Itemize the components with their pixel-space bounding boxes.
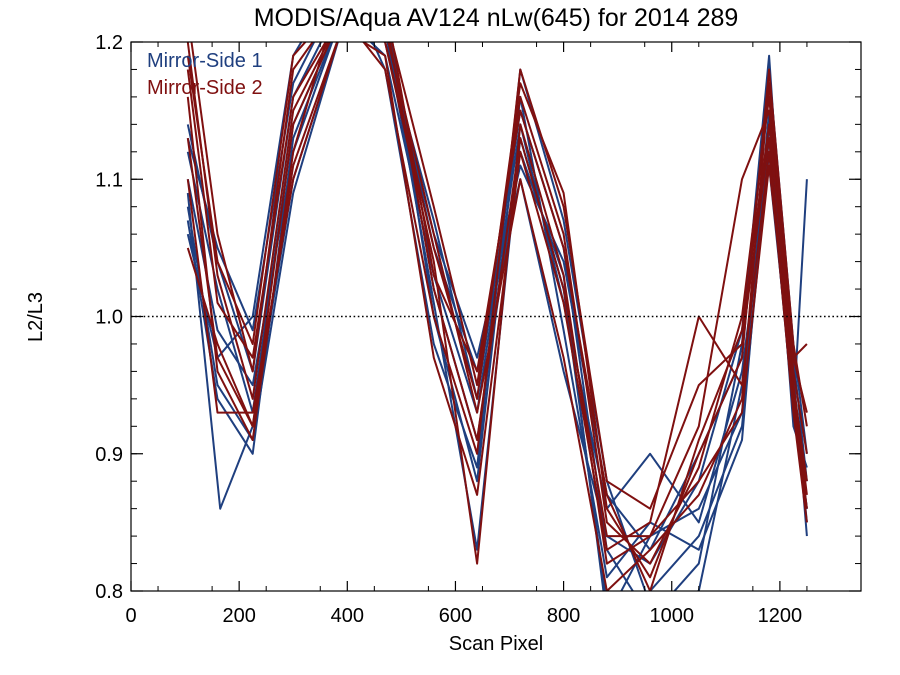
y-tick-label: 0.9 [95,444,123,466]
x-tick-label: 200 [222,605,255,627]
x-tick-label: 0 [125,605,136,627]
series-line-mirror-side-2-9 [190,42,808,565]
x-tick-label: 1000 [649,605,694,627]
legend-entry-2: Mirror-Side 2 [147,77,263,99]
x-tick-label: 400 [331,605,364,627]
y-tick-label: 1.0 [95,307,123,329]
chart-title: MODIS/Aqua AV124 nLw(645) for 2014 289 [254,4,739,32]
x-axis-label: Scan Pixel [449,633,544,655]
y-axis-label: L2/L3 [25,292,47,342]
x-tick-label: 600 [439,605,472,627]
series-line-mirror-side-2-12 [186,42,808,591]
plot-area: 0 200 400 600 800 1000 1200 0.8 0.9 1.0 1.1 1.2 Mirr… [95,32,862,627]
legend-entry-1: Mirror-Side 1 [147,50,263,72]
x-tick-label: 800 [547,605,580,627]
series-group [186,42,808,591]
series-line-mirror-side-2-11 [186,42,808,510]
y-tick-label: 1.1 [95,169,123,191]
series-line-mirror-side-2-14 [186,42,808,551]
y-tick-label: 0.8 [95,581,123,603]
x-tick-label: 1200 [758,605,803,627]
y-tick-label: 1.2 [95,32,123,54]
series-line-mirror-side-2-16 [186,42,808,538]
series-line-mirror-side-2-15 [186,42,808,579]
